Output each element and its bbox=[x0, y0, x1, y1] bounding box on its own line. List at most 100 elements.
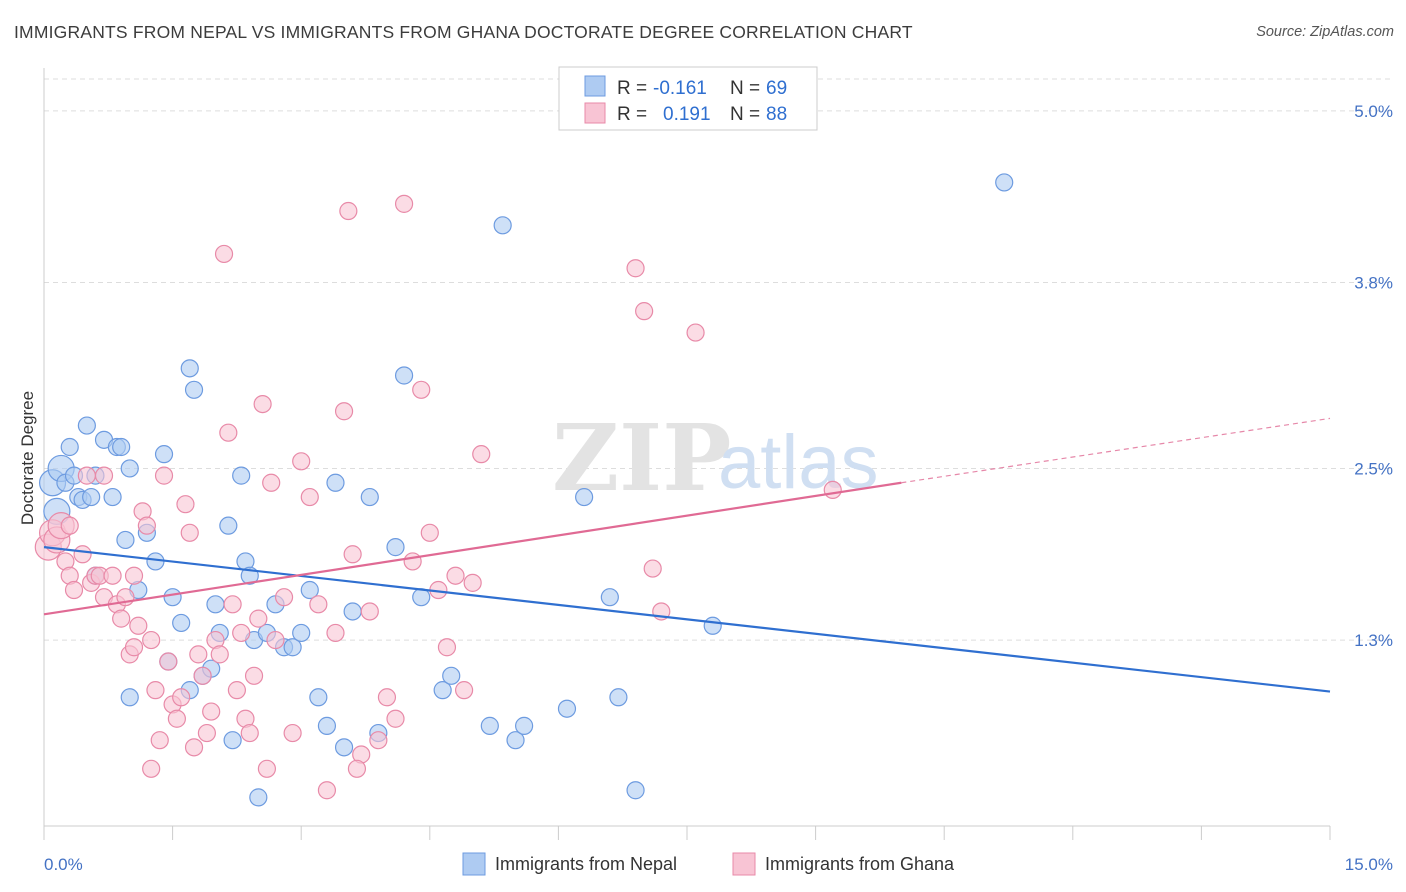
point-ghana-50 bbox=[262, 473, 281, 492]
point-nepal-63 bbox=[703, 616, 722, 635]
point-ghana-76 bbox=[472, 445, 491, 464]
point-ghana-40 bbox=[219, 423, 238, 442]
point-ghana-33 bbox=[189, 645, 208, 664]
point-ghana-30 bbox=[176, 495, 195, 514]
point-nepal-16 bbox=[120, 459, 139, 478]
x-tick-label-min: 0.0% bbox=[44, 855, 83, 874]
chart-source: Source: ZipAtlas.com bbox=[1256, 24, 1394, 40]
legend-r-label-nepal: R = bbox=[617, 78, 647, 99]
point-ghana-18 bbox=[124, 638, 144, 657]
point-ghana-60 bbox=[339, 201, 358, 221]
point-nepal-31 bbox=[232, 466, 251, 485]
point-nepal-49 bbox=[386, 538, 405, 557]
point-ghana-58 bbox=[326, 623, 345, 643]
point-ghana-78 bbox=[635, 302, 654, 321]
point-nepal-23 bbox=[180, 359, 199, 378]
point-ghana-87 bbox=[60, 516, 79, 535]
point-nepal-41 bbox=[300, 580, 319, 600]
point-nepal-19 bbox=[146, 552, 165, 571]
point-ghana-77 bbox=[626, 259, 645, 278]
trend-lines bbox=[43, 417, 1331, 693]
point-ghana-46 bbox=[244, 666, 264, 685]
point-ghana-81 bbox=[686, 323, 705, 342]
point-ghana-15 bbox=[112, 609, 131, 628]
point-ghana-67 bbox=[394, 194, 414, 213]
point-ghana-43 bbox=[232, 623, 251, 643]
y-tick-label-2: 3.8% bbox=[1354, 274, 1393, 293]
point-ghana-65 bbox=[377, 688, 397, 707]
point-nepal-56 bbox=[506, 731, 525, 750]
point-nepal-64 bbox=[995, 173, 1014, 192]
point-ghana-26 bbox=[159, 652, 178, 671]
point-nepal-61 bbox=[609, 688, 628, 707]
point-ghana-79 bbox=[643, 559, 662, 578]
y-axis-title: Doctorate Degree bbox=[18, 391, 37, 525]
point-nepal-44 bbox=[326, 473, 345, 492]
point-ghana-68 bbox=[403, 552, 422, 571]
point-nepal-24 bbox=[184, 380, 204, 399]
point-ghana-8 bbox=[77, 466, 96, 485]
x-tick-labels: 0.0% 15.0% bbox=[44, 855, 1393, 874]
point-ghana-38 bbox=[210, 645, 229, 664]
trend-line-ghana-extension bbox=[901, 417, 1331, 484]
point-nepal-29 bbox=[219, 516, 238, 535]
point-nepal-43 bbox=[317, 716, 337, 735]
point-ghana-82 bbox=[823, 480, 842, 500]
axes bbox=[43, 68, 1331, 840]
point-ghana-86 bbox=[124, 566, 144, 585]
y-tick-label-0: 1.3% bbox=[1354, 631, 1393, 650]
legend-n-value-nepal: 69 bbox=[766, 78, 787, 99]
point-ghana-13 bbox=[103, 566, 122, 585]
point-ghana-83 bbox=[94, 466, 114, 485]
point-nepal-59 bbox=[575, 487, 594, 507]
point-nepal-30 bbox=[223, 731, 242, 750]
legend-n-value-ghana: 88 bbox=[766, 104, 787, 125]
point-ghana-41 bbox=[223, 595, 242, 614]
legend-n-label-ghana: N = bbox=[730, 104, 760, 125]
y-tick-label-3: 5.0% bbox=[1354, 102, 1393, 121]
point-nepal-20 bbox=[154, 445, 174, 464]
point-ghana-59 bbox=[334, 402, 354, 421]
point-nepal-14 bbox=[112, 437, 131, 457]
point-nepal-60 bbox=[600, 588, 619, 607]
trend-line-ghana bbox=[43, 481, 902, 616]
point-nepal-67 bbox=[120, 688, 139, 707]
point-nepal-55 bbox=[493, 216, 512, 235]
point-ghana-52 bbox=[274, 588, 294, 607]
point-ghana-29 bbox=[172, 688, 191, 707]
point-ghana-39 bbox=[214, 244, 234, 264]
point-ghana-47 bbox=[249, 609, 268, 628]
bottom-legend: Immigrants from Nepal Immigrants from Gh… bbox=[462, 852, 955, 876]
point-ghana-57 bbox=[317, 781, 337, 800]
legend-n-label-nepal: N = bbox=[730, 78, 760, 99]
point-ghana-55 bbox=[300, 487, 319, 507]
point-nepal-42 bbox=[309, 688, 328, 707]
point-ghana-25 bbox=[154, 466, 174, 485]
point-nepal-8 bbox=[77, 416, 96, 435]
point-ghana-32 bbox=[184, 738, 204, 757]
point-nepal-40 bbox=[292, 623, 311, 643]
legend-swatch-ghana bbox=[584, 102, 606, 124]
point-nepal-15 bbox=[116, 530, 135, 550]
point-nepal-58 bbox=[557, 699, 577, 718]
legend: R = -0.161 N = 69 R = 0.191 N = 88 bbox=[558, 66, 818, 131]
point-nepal-9 bbox=[82, 487, 101, 507]
legend-r-value-nepal: -0.161 bbox=[653, 78, 707, 99]
point-ghana-45 bbox=[240, 723, 259, 743]
point-nepal-22 bbox=[172, 613, 191, 633]
point-ghana-84 bbox=[142, 759, 161, 778]
point-ghana-53 bbox=[283, 723, 302, 743]
y-tick-labels: 1.3% 2.5% 3.8% 5.0% bbox=[1354, 102, 1393, 650]
point-nepal-57 bbox=[515, 716, 534, 735]
bottom-legend-swatch-ghana bbox=[732, 852, 756, 876]
point-ghana-6 bbox=[64, 580, 84, 600]
point-nepal-45 bbox=[334, 738, 354, 757]
legend-swatch-nepal bbox=[584, 75, 606, 97]
point-ghana-72 bbox=[437, 638, 457, 657]
point-nepal-52 bbox=[433, 681, 452, 700]
point-nepal-35 bbox=[249, 788, 268, 807]
point-ghana-70 bbox=[420, 523, 439, 542]
point-ghana-23 bbox=[146, 681, 165, 700]
point-ghana-75 bbox=[463, 573, 482, 592]
